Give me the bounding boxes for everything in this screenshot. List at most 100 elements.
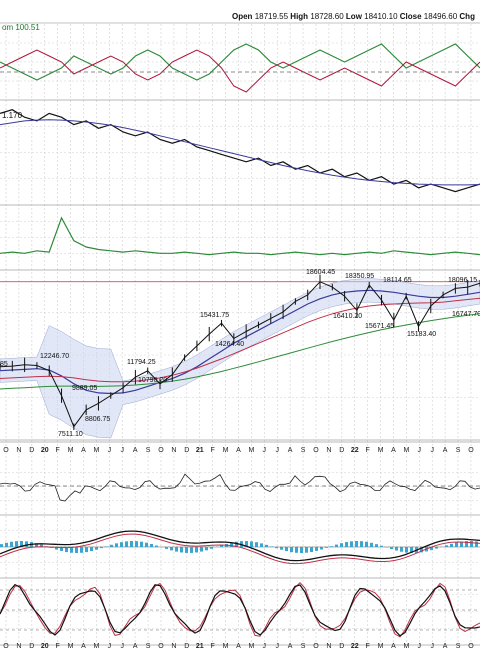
x-tick-label: A xyxy=(236,447,241,454)
x-tick-label-bottom: M xyxy=(223,643,229,650)
macd-hist-bar xyxy=(380,545,383,547)
macd-hist-bar xyxy=(55,547,58,550)
x-tick-label-bottom: S xyxy=(146,643,151,650)
macd-hist-bar xyxy=(340,543,343,547)
x-tick-label: F xyxy=(365,447,369,454)
x-tick-label-bottom: J xyxy=(275,643,279,650)
macd-hist-bar xyxy=(360,541,363,547)
x-tick-label-bottom: F xyxy=(365,643,369,650)
macd-hist-bar xyxy=(80,547,83,553)
x-tick-label-bottom: D xyxy=(339,643,344,650)
macd-hist-bar xyxy=(395,547,398,551)
x-tick-label: N xyxy=(171,447,176,454)
low-label: Low xyxy=(346,12,363,21)
price-annotation: 15671.45 xyxy=(365,323,394,330)
ohlc-header: Open 18719.55 High 18728.60 Low 18410.10… xyxy=(232,12,475,21)
x-tick-label-bottom: J xyxy=(430,643,434,650)
macd-hist-bar xyxy=(150,543,153,547)
macd-hist-bar xyxy=(130,541,133,547)
macd-hist-bar xyxy=(180,547,183,553)
high-label: High xyxy=(290,12,308,21)
x-tick-label: D xyxy=(339,447,344,454)
x-tick-label: J xyxy=(108,447,112,454)
x-tick-label: J xyxy=(120,447,124,454)
x-tick-label-bottom: S xyxy=(456,643,461,650)
macd-hist-bar xyxy=(245,541,248,547)
macd-hist-bar xyxy=(435,547,438,549)
x-tick-label-bottom: A xyxy=(81,643,86,650)
price-annotation: 7511.10 xyxy=(58,431,83,438)
macd-hist-bar xyxy=(40,544,43,547)
x-tick-label-bottom: D xyxy=(184,643,189,650)
macd-hist-bar xyxy=(155,545,158,547)
panels: om 100.51 1.170 12246.70 9889.05 7511.10 8806… xyxy=(0,23,480,650)
macd-hist-bar xyxy=(355,541,358,547)
macd-hist-bar xyxy=(135,541,138,547)
relative-strength-label: 1.170 xyxy=(2,111,23,120)
price-annotation: 10790.20 xyxy=(138,377,167,384)
x-tick-label: O xyxy=(3,447,9,454)
x-tick-label-bottom: M xyxy=(378,643,384,650)
price-annotation: 8806.75 xyxy=(85,416,110,423)
macd-hist-bar xyxy=(265,544,268,547)
x-tick-label-bottom: J xyxy=(120,643,124,650)
volatility-series-0 xyxy=(0,216,480,256)
x-tick-label: O xyxy=(158,447,164,454)
macd-hist-bar xyxy=(275,547,278,549)
macd-hist-bar xyxy=(400,547,403,552)
macd-hist-bar xyxy=(235,541,238,547)
macd-hist-bar xyxy=(120,542,123,547)
x-tick-label-bottom: O xyxy=(3,643,9,650)
price-annotation: 16410.20 xyxy=(333,313,362,320)
bollinger-band xyxy=(0,278,480,439)
macd-hist-bar xyxy=(75,547,78,553)
x-tick-label-bottom: D xyxy=(29,643,34,650)
macd-hist-bar xyxy=(250,541,253,547)
macd-hist-bar xyxy=(460,541,463,547)
x-tick-label-bottom: J xyxy=(263,643,267,650)
macd-hist-bar xyxy=(450,543,453,547)
macd-hist-bar xyxy=(200,547,203,552)
x-tick-label: A xyxy=(443,447,448,454)
macd-hist-bar xyxy=(90,547,93,552)
macd-hist-bar xyxy=(140,541,143,547)
price-annotation: 9889.05 xyxy=(72,385,97,392)
price-annotation: 11794.25 xyxy=(127,359,156,366)
macd-hist-bar xyxy=(475,541,478,547)
macd-hist-bar xyxy=(125,541,128,547)
x-tick-label-bottom: A xyxy=(133,643,138,650)
x-tick-label: M xyxy=(68,447,74,454)
relative-strength-series-0 xyxy=(0,109,480,193)
x-tick-label: S xyxy=(301,447,306,454)
macd-hist-bar xyxy=(10,541,13,547)
relative-strength-series-1 xyxy=(0,119,480,186)
x-tick-label: A xyxy=(81,447,86,454)
x-tick-label: O xyxy=(313,447,319,454)
x-tick-label: S xyxy=(146,447,151,454)
macd-hist-bar xyxy=(285,547,288,552)
x-tick-label-bottom: S xyxy=(301,643,306,650)
price-series-2 xyxy=(0,313,480,390)
x-tick-label: A xyxy=(133,447,138,454)
macd-hist-bar xyxy=(35,543,38,547)
x-tick-label: 20 xyxy=(41,447,49,454)
svg-text:Open 18719.55 High 18728.60: Open 18719.55 High 18728.60 Low 18410.10… xyxy=(232,12,475,21)
macd-hist-bar xyxy=(165,547,168,549)
macd-hist-bar xyxy=(295,547,298,553)
price-annotation: 16747.70 xyxy=(452,311,480,318)
macd-hist-bar xyxy=(70,547,73,553)
price-annotation: 18096.15 xyxy=(448,277,477,284)
x-tick-label: M xyxy=(378,447,384,454)
macd-hist-bar xyxy=(405,547,408,553)
macd-hist-bar xyxy=(60,547,63,551)
x-tick-label: D xyxy=(29,447,34,454)
x-tick-label-bottom: J xyxy=(418,643,422,650)
price-annotation: 18604.45 xyxy=(306,269,335,276)
chg-label: Chg xyxy=(459,12,475,21)
macd-hist-bar xyxy=(315,547,318,551)
close-label: Close xyxy=(400,12,422,21)
price-annotation: 18350.95 xyxy=(345,273,374,280)
x-tick-label-bottom: J xyxy=(108,643,112,650)
macd-hist-bar xyxy=(65,547,68,553)
